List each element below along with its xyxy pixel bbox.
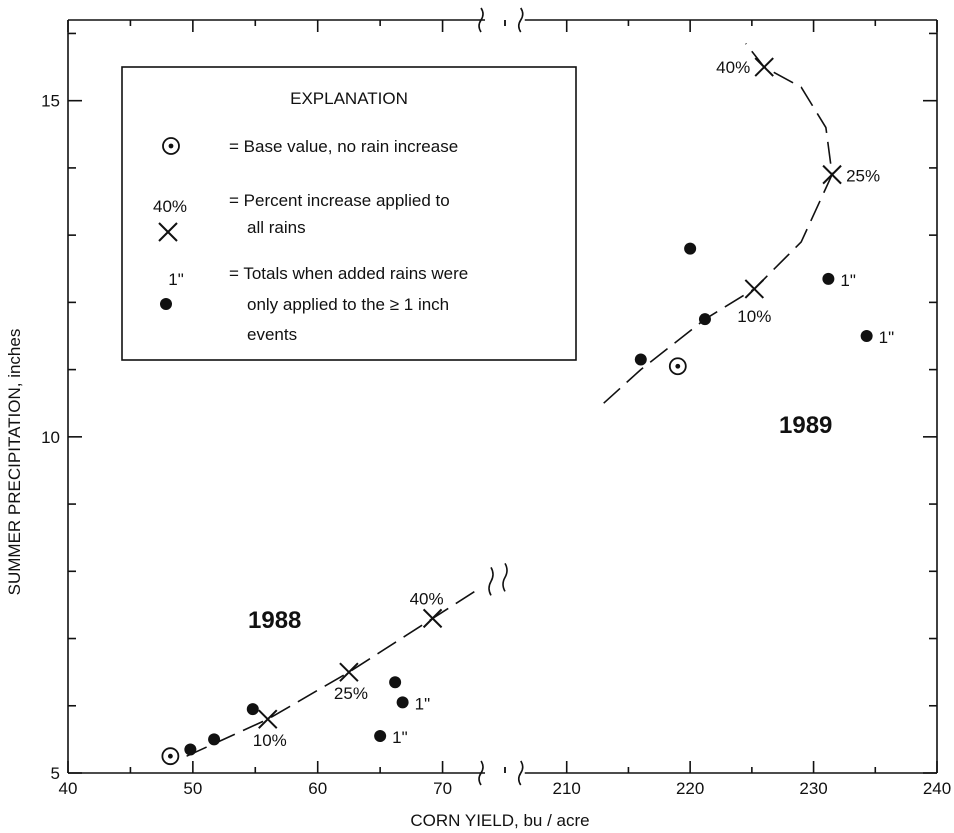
curve-break-mark (502, 562, 508, 592)
rain-dot-1989 (684, 242, 697, 255)
percent-point-1989 (744, 279, 765, 299)
axis-break-mark (517, 760, 524, 786)
percent-point-label: 25% (846, 167, 880, 186)
x-tick-label: 220 (676, 779, 704, 798)
percent-point-1988 (258, 709, 278, 729)
x-marker-stroke (258, 709, 278, 729)
legend-entry-text: only applied to the ≥ 1 inch (247, 295, 449, 314)
x-marker-stroke (422, 608, 443, 629)
x-marker-stroke (158, 222, 178, 242)
data-marks: 1" 1" 10% 25% 40% 1" 1" 10% 25% 40% (161, 57, 895, 766)
legend-marker-label: 1" (168, 270, 184, 289)
base-center (675, 363, 681, 369)
percent-point-label: 25% (334, 684, 368, 703)
base-point-1988 (161, 747, 180, 766)
y-tick-label: 15 (41, 92, 60, 111)
legend-entry-text: = Totals when added rains were (229, 264, 468, 283)
legend-box (121, 66, 577, 361)
x-marker-stroke (339, 662, 359, 682)
legend-dot-symbol (160, 298, 172, 310)
legend: EXPLANATION = Base value, no rain increas… (121, 66, 577, 361)
base-center (168, 143, 174, 149)
percent-point-1988 (422, 608, 443, 629)
legend-entry-text: = Percent increase applied to (229, 191, 450, 210)
axis-ticks: 40 50 60 70 210 220 230 240 5 10 15 (41, 20, 951, 798)
x-tick-label: 230 (799, 779, 827, 798)
trend-curve-1989 (603, 43, 833, 404)
axis-break-mark (478, 7, 484, 33)
rain-dot-label: 1" (392, 728, 408, 747)
group-label-1989: 1989 (779, 412, 832, 439)
percent-point-1989 (822, 164, 842, 185)
legend-marker-label: 40% (153, 197, 187, 216)
x-tick-label: 40 (59, 779, 78, 798)
percent-point-label: 10% (253, 731, 287, 750)
rain-dot-1989 (698, 313, 711, 326)
axis-break-mark (517, 7, 524, 33)
x-tick-label: 240 (923, 779, 951, 798)
legend-entry-text: all rains (247, 218, 306, 237)
trend-curves (186, 43, 833, 757)
rain-dot-1989 (860, 329, 873, 342)
x-tick-label: 50 (183, 779, 202, 798)
x-tick-label: 210 (553, 779, 581, 798)
rain-dot-1989 (822, 272, 835, 285)
x-marker-stroke (754, 57, 774, 77)
rain-dot-1988 (389, 676, 402, 689)
percent-point-1988 (339, 662, 359, 682)
group-label-1988: 1988 (248, 607, 301, 634)
rain-dot-label: 1" (879, 328, 895, 347)
x-marker-stroke (822, 164, 842, 185)
y-axis-title: SUMMER PRECIPITATION, inches (5, 329, 24, 596)
x-tick-label: 60 (308, 779, 327, 798)
plot-frame (67, 7, 938, 786)
rain-dot-1989 (634, 353, 647, 366)
x-axis-title: CORN YIELD, bu / acre (410, 811, 589, 830)
rain-dot-1988 (208, 733, 221, 746)
curve-break-mark (488, 566, 494, 596)
rain-dot-1988 (374, 730, 387, 743)
legend-title: EXPLANATION (290, 89, 408, 108)
percent-point-1989 (754, 57, 774, 77)
legend-x-symbol (158, 222, 178, 242)
x-marker-stroke (744, 279, 765, 299)
legend-base-symbol (162, 137, 180, 155)
trend-curve-1988 (186, 587, 481, 757)
legend-entry-text: events (247, 325, 297, 344)
axis-break-mark (478, 760, 484, 786)
rain-dot-1988 (246, 703, 259, 716)
y-tick-label: 10 (41, 428, 60, 447)
y-tick-label: 5 (51, 764, 60, 783)
base-center (167, 753, 173, 759)
rain-dot-label: 1" (840, 271, 856, 290)
percent-point-label: 40% (410, 589, 444, 608)
x-tick-label: 70 (433, 779, 452, 798)
percent-point-label: 40% (716, 58, 750, 77)
legend-entry-text: = Base value, no rain increase (229, 137, 458, 156)
rain-dot-label: 1" (415, 694, 431, 713)
rain-dot-1988 (396, 696, 409, 709)
percent-point-label: 10% (737, 307, 771, 326)
base-point-1989 (668, 357, 687, 376)
rain-dot-1988 (184, 743, 197, 756)
